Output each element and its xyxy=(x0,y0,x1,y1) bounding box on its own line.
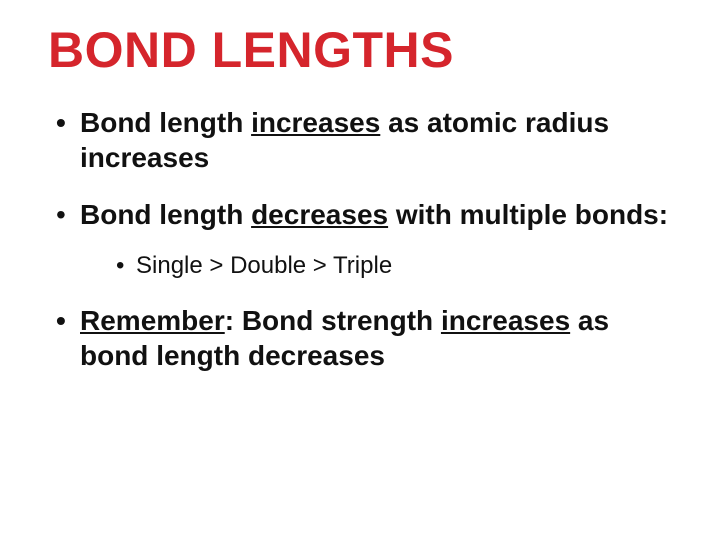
bullet-3-underline-1: Remember xyxy=(80,305,225,336)
bullet-1: Bond length increases as atomic radius i… xyxy=(48,105,672,175)
bullet-3: Remember: Bond strength increases as bon… xyxy=(48,303,672,373)
bullet-list: Bond length increases as atomic radius i… xyxy=(48,105,672,373)
bullet-1-underline: increases xyxy=(251,107,380,138)
bullet-1-pre: Bond length xyxy=(80,107,251,138)
bullet-2-underline: decreases xyxy=(251,199,388,230)
bullet-2-post: with multiple bonds: xyxy=(388,199,668,230)
slide: BOND LENGTHS Bond length increases as at… xyxy=(0,0,720,540)
bullet-2-sub: Single > Double > Triple xyxy=(80,250,672,281)
bullet-3-underline-2: increases xyxy=(441,305,570,336)
bullet-2-pre: Bond length xyxy=(80,199,251,230)
bullet-2-sublist: Single > Double > Triple xyxy=(80,250,672,281)
slide-title: BOND LENGTHS xyxy=(48,24,672,77)
bullet-2: Bond length decreases with multiple bond… xyxy=(48,197,672,281)
bullet-3-mid: : Bond strength xyxy=(225,305,441,336)
